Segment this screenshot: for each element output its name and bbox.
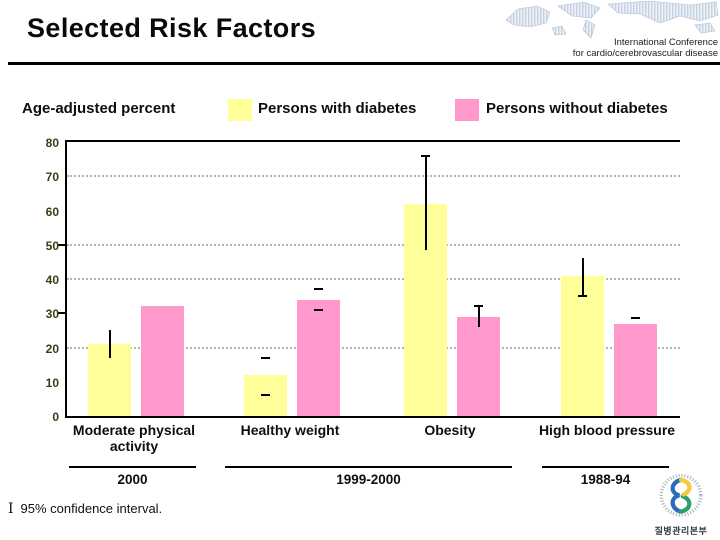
y-tick-label: 10: [45, 375, 59, 390]
period-label: 1999-2000: [336, 472, 401, 487]
footnote-text: 95% confidence interval.: [20, 501, 163, 516]
kcdc-emblem-icon: [659, 473, 703, 517]
category-label: Moderate physical activity: [72, 422, 196, 454]
legend-label-with-diabetes: Persons with diabetes: [258, 100, 417, 117]
period-bracket-line: [69, 466, 196, 468]
conference-title: International Conference for cardio/cere…: [573, 37, 718, 59]
title-divider: [8, 62, 720, 65]
error-bar-cap: [474, 305, 483, 308]
period-bracket-line: [542, 466, 669, 468]
y-tick-label: 70: [45, 170, 59, 185]
error-bar-cap: [261, 356, 270, 359]
error-bar-cap: [261, 394, 270, 397]
conference-line1: International Conference: [613, 37, 718, 48]
y-tick-label: 80: [45, 136, 59, 150]
y-axis-tick: [58, 243, 67, 246]
kcdc-logo-caption: 질병관리본부: [654, 526, 708, 536]
footnote: I 95% confidence interval.: [8, 501, 162, 517]
kcdc-logo: 질병관리본부: [650, 473, 712, 537]
y-tick-label: 0: [52, 410, 59, 424]
error-bar-cap: [578, 295, 587, 298]
error-bar-cap: [314, 308, 323, 311]
error-bar-icon: I: [8, 501, 14, 517]
error-bar-line: [477, 306, 480, 327]
y-tick-label: 30: [45, 307, 59, 322]
error-bar-line: [108, 330, 111, 358]
axis-unit-label: Age-adjusted percent: [22, 100, 176, 117]
gridline: [67, 175, 680, 178]
legend-swatch-without-diabetes: [455, 99, 479, 121]
period-bracket-line: [225, 466, 512, 468]
period-label: 1988-94: [580, 472, 631, 487]
world-map-graphic: [505, 0, 719, 39]
error-bar-line: [581, 258, 584, 297]
y-axis-tick: [58, 312, 67, 315]
gridline: [67, 278, 680, 280]
bar-without-diabetes: [141, 306, 184, 416]
plot-area: 0 10 20 30 40 50 60 70 80: [46, 136, 680, 424]
legend-swatch-with-diabetes: [228, 99, 252, 121]
conference-line2: for cardio/cerebrovascular disease: [572, 48, 718, 59]
bar-without-diabetes: [457, 316, 500, 416]
page-title: Selected Risk Factors: [27, 13, 317, 43]
category-label: Healthy weight: [240, 422, 340, 438]
bar-without-diabetes: [614, 323, 657, 416]
bar-without-diabetes: [297, 299, 340, 416]
legend-label-without-diabetes: Persons without diabetes: [486, 100, 668, 117]
y-tick-label: 20: [45, 341, 59, 356]
error-bar-cap: [421, 154, 430, 157]
y-tick-label: 40: [45, 273, 59, 287]
gridline: [67, 243, 680, 246]
error-bar-cap: [314, 288, 323, 291]
y-tick-label: 50: [45, 238, 59, 253]
y-tick-label: 60: [45, 204, 59, 219]
period-label: 2000: [117, 472, 148, 487]
bar-with-diabetes: [561, 275, 604, 416]
category-label: High blood pressure: [538, 422, 676, 438]
error-bar-line: [424, 155, 427, 250]
category-label: Obesity: [424, 422, 476, 438]
gridline: [67, 346, 680, 349]
error-bar-cap: [631, 317, 640, 320]
